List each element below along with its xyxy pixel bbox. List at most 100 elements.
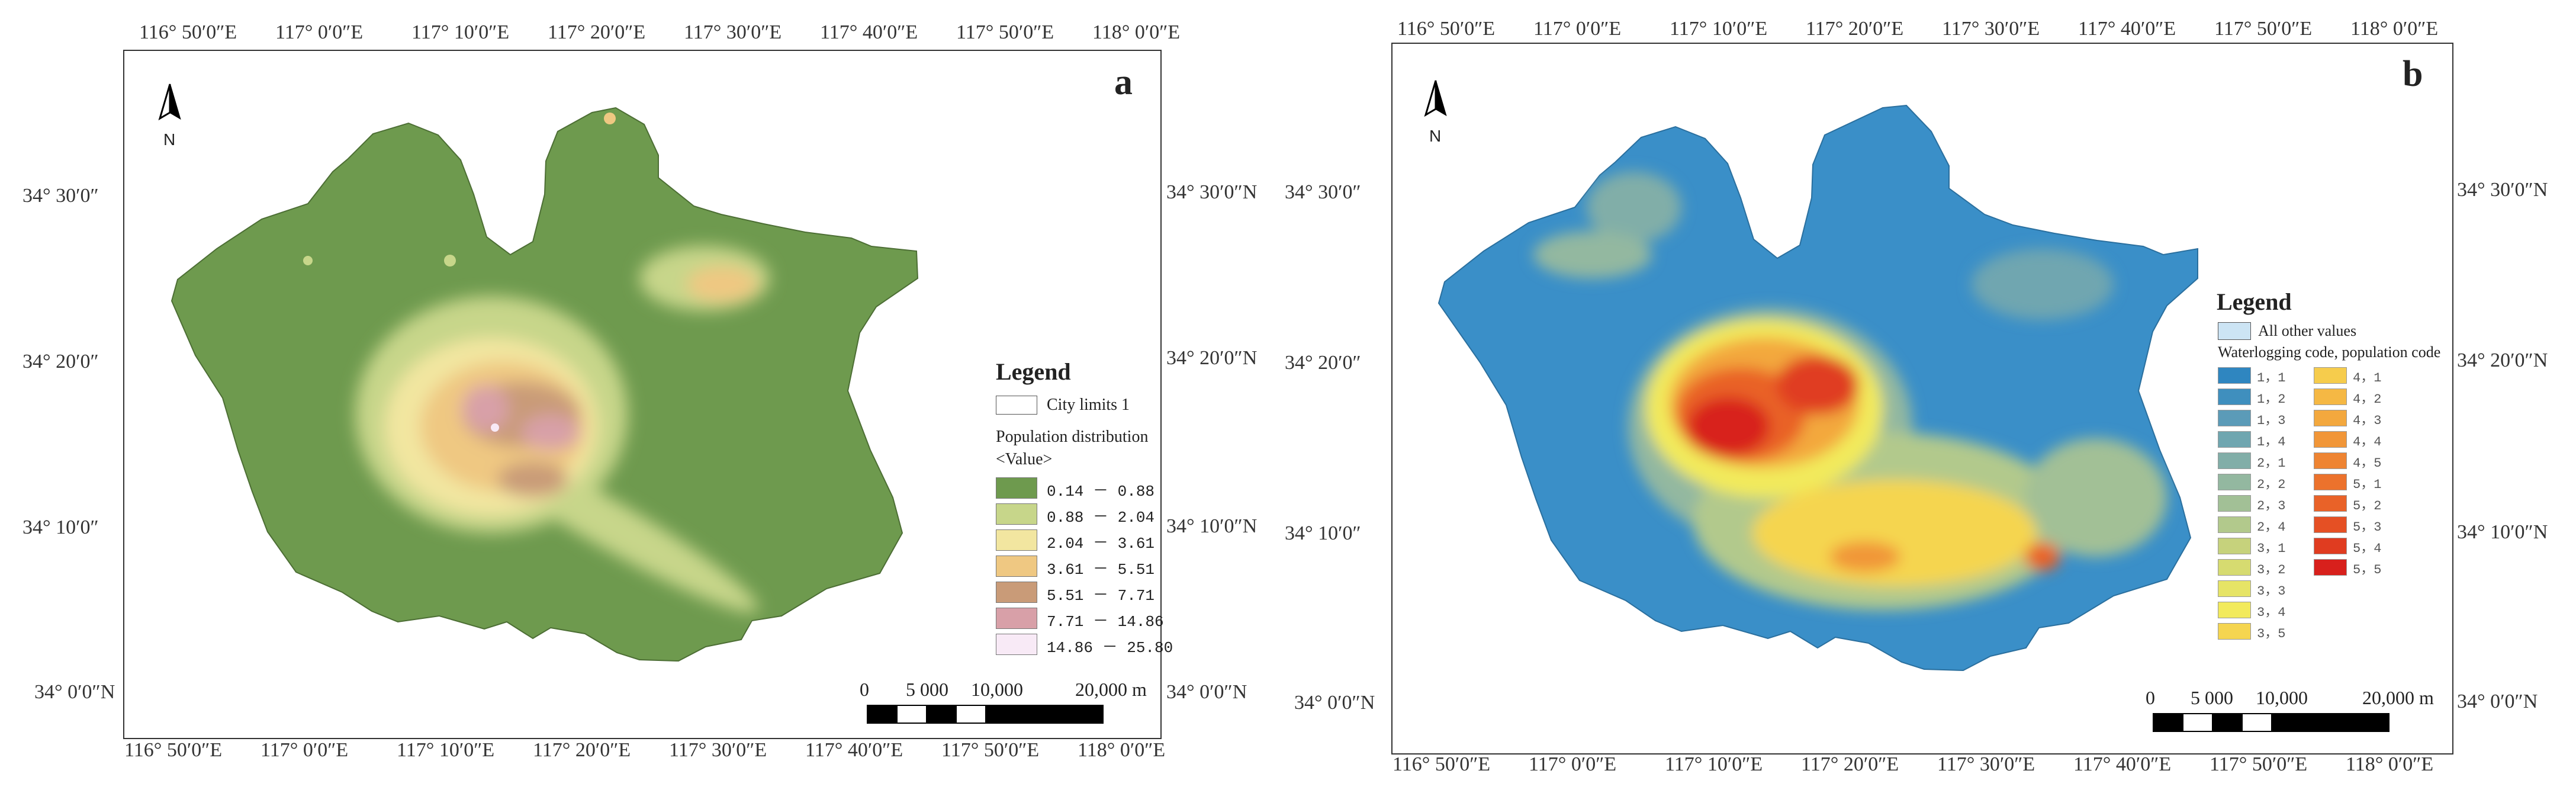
legend-swatch <box>2218 389 2251 405</box>
legend-class-label: 7.71 － 14.86 <box>1047 613 1164 631</box>
other-values-label: All other values <box>2258 322 2357 339</box>
lon-label: 117° 20′0″E <box>1801 753 1899 775</box>
scale-tick: 5 000 <box>2191 687 2233 708</box>
legend-class-label: 0.14 － 0.88 <box>1047 483 1155 500</box>
lon-label: 117° 0′0″E <box>1529 753 1617 775</box>
north-arrow-icon <box>158 84 181 121</box>
layer-name: Population distribution <box>996 428 1149 446</box>
lat-label: 34° 20′0″N <box>2457 349 2548 371</box>
legend-class-label: 2，2 <box>2257 477 2286 492</box>
lon-label: 116° 50′0″E <box>1392 753 1491 775</box>
lon-label: 117° 50′0″E <box>2214 18 2313 40</box>
lon-label: 117° 30′0″E <box>669 739 767 761</box>
lat-label: 34° 20′0″ <box>1285 352 1361 374</box>
legend-swatch <box>996 477 1037 499</box>
legend-class-label: 4，4 <box>2353 435 2382 450</box>
lon-label: 117° 30′0″E <box>684 21 782 43</box>
legend-class-label: 4，5 <box>2353 456 2382 471</box>
legend-a: Legend <box>996 358 1071 386</box>
lat-label: 34° 0′0″N <box>34 681 115 703</box>
legend-b: Legend <box>2217 288 2292 316</box>
lat-label: 34° 10′0″ <box>1285 522 1361 544</box>
legend-swatch <box>996 634 1037 655</box>
lon-label: 118° 0′0″E <box>2350 18 2439 40</box>
lon-label: 117° 50′0″E <box>2210 753 2308 775</box>
legend-swatch <box>996 529 1037 551</box>
lon-label: 117° 0′0″E <box>275 21 364 43</box>
legend-class-label: 0.88 － 2.04 <box>1047 509 1155 526</box>
legend-swatch <box>2314 367 2347 384</box>
lat-label: 34° 0′0″N <box>1166 681 1247 703</box>
city-limits-swatch <box>996 396 1037 415</box>
lat-label: 34° 20′0″N <box>1166 347 1258 369</box>
legend-class-label: 5，2 <box>2353 499 2382 513</box>
legend-title: Legend <box>2217 288 2292 315</box>
legend-swatch <box>2218 367 2251 384</box>
field-label: Waterlogging code, population code <box>2218 343 2441 361</box>
lon-label: 118° 0′0″E <box>1092 21 1181 43</box>
lon-label: 118° 0′0″E <box>2346 753 2434 775</box>
scale-tick: 0 <box>860 679 869 700</box>
scale-tick: 0 <box>2146 687 2155 708</box>
lat-label: 34° 10′0″ <box>22 516 99 538</box>
scale-tick: 20,000 m <box>2362 687 2434 708</box>
legend-swatch <box>2218 410 2251 426</box>
lon-label: 117° 20′0″E <box>548 21 646 43</box>
legend-class-label: 3，2 <box>2257 563 2286 577</box>
lon-label: 118° 0′0″E <box>1078 739 1166 761</box>
legend-class-label: 5.51 － 7.71 <box>1047 587 1155 605</box>
legend-class-label: 4，2 <box>2353 392 2382 407</box>
lon-label: 117° 20′0″E <box>1806 18 1904 40</box>
legend-class-label: 5，1 <box>2353 477 2382 492</box>
lat-label: 34° 30′0″ <box>1285 181 1361 203</box>
legend-swatch <box>2314 538 2347 554</box>
lat-label: 34° 20′0″ <box>22 351 99 373</box>
legend-class-label: 1，1 <box>2257 371 2286 386</box>
legend-swatch <box>2314 452 2347 469</box>
lat-label: 34° 30′0″N <box>1166 181 1258 203</box>
lon-label: 117° 40′0″E <box>2073 753 2172 775</box>
lon-label: 117° 10′0″E <box>1665 753 1763 775</box>
scale-tick: 10,000 <box>971 679 1023 700</box>
population-map <box>171 107 919 662</box>
lon-label: 117° 30′0″E <box>1937 753 2035 775</box>
legend-class-label: 3，1 <box>2257 541 2286 556</box>
scale-tick: 5 000 <box>906 679 948 700</box>
lon-label: 116° 50′0″E <box>124 739 223 761</box>
legend-swatch <box>2314 495 2347 512</box>
legend-class-label: 5，4 <box>2353 541 2382 556</box>
lon-label: 117° 50′0″E <box>956 21 1054 43</box>
legend-class-label: 3，4 <box>2257 605 2286 620</box>
legend-class-label: 2，4 <box>2257 520 2286 535</box>
scale-tick: 20,000 m <box>1075 679 1147 700</box>
legend-swatch <box>2314 474 2347 490</box>
lon-label: 117° 40′0″E <box>805 739 903 761</box>
city-limits-label: City limits 1 <box>1047 396 1130 414</box>
north-label: N <box>1429 127 1442 145</box>
lon-label: 117° 0′0″E <box>261 739 349 761</box>
legend-class-label: 1，4 <box>2257 435 2286 450</box>
legend-class-label: 3.61 － 5.51 <box>1047 561 1155 579</box>
value-label: <Value> <box>996 450 1053 468</box>
legend-class-label: 5，3 <box>2353 520 2382 535</box>
lon-label: 117° 10′0″E <box>397 739 495 761</box>
legend-class-label: 3，3 <box>2257 584 2286 599</box>
legend-class-label: 1，3 <box>2257 413 2286 428</box>
scale-tick: 10,000 <box>2256 687 2308 708</box>
legend-class-label: 2.04 － 3.61 <box>1047 535 1155 553</box>
lon-label: 117° 30′0″E <box>1942 18 2040 40</box>
lon-label: 117° 20′0″E <box>533 739 631 761</box>
legend-swatch <box>996 503 1037 525</box>
legend-class-label: 4，3 <box>2353 413 2382 428</box>
lon-label: 117° 10′0″E <box>1670 18 1768 40</box>
legend-swatch <box>2218 580 2251 597</box>
legend-swatch <box>2218 559 2251 576</box>
legend-swatch <box>2218 516 2251 533</box>
legend-swatch <box>2218 474 2251 490</box>
legend-class-label: 3，5 <box>2257 627 2286 641</box>
lat-label: 34° 10′0″N <box>1166 515 1258 537</box>
north-label: N <box>163 130 176 149</box>
legend-swatch <box>2314 559 2347 576</box>
lon-label: 117° 10′0″E <box>411 21 510 43</box>
